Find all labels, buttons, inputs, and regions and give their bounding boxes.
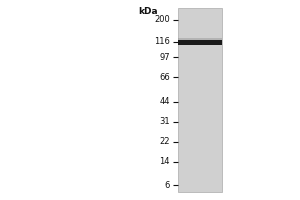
Text: 31: 31: [159, 117, 170, 127]
Bar: [178, 8, 222, 192]
Text: 6: 6: [165, 180, 170, 190]
Text: 116: 116: [154, 38, 170, 46]
Text: 44: 44: [160, 98, 170, 106]
Text: 97: 97: [159, 52, 170, 62]
Bar: [178, 38, 222, 40]
Text: 22: 22: [160, 138, 170, 146]
Text: 200: 200: [154, 16, 170, 24]
Text: kDa: kDa: [138, 7, 158, 16]
Bar: [178, 40, 222, 45]
Text: 66: 66: [159, 72, 170, 82]
Text: 14: 14: [160, 158, 170, 166]
